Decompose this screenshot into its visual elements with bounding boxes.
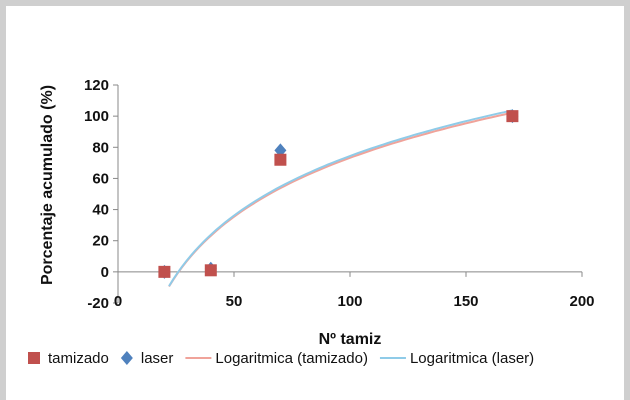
tamizado-data-point [506, 110, 519, 123]
trendline-logaritmica-laser- [168, 109, 513, 287]
legend: tamizado laser Logaritmica (tamizado) Logar… [28, 350, 534, 367]
tamizado-data-point [204, 264, 217, 277]
x-axis-label: Nº tamiz [319, 331, 382, 348]
tamizado-data-point [158, 265, 171, 278]
trendline-logaritmica-tamizado- [168, 111, 513, 288]
y-tick-label: 0 [101, 264, 109, 281]
legend-label: laser [141, 350, 174, 367]
x-tick-label: 200 [569, 293, 594, 310]
series-layer [158, 109, 519, 288]
legend-tamizado-marker [28, 352, 40, 364]
y-tick-label: 60 [92, 170, 109, 187]
y-axis-label: Porcentaje acumulado (%) [39, 85, 56, 285]
y-tick-label: 120 [84, 77, 109, 94]
y-tick-label: -20 [87, 295, 109, 312]
x-axis-ticks: 0 50 100 150 200 [114, 271, 595, 310]
tamizado-data-point [274, 153, 287, 166]
x-tick-label: 50 [226, 293, 243, 310]
legend-laser-marker [120, 351, 133, 365]
legend-label: Logaritmica (tamizado) [215, 350, 368, 367]
x-tick-label: 100 [337, 293, 362, 310]
y-tick-label: 20 [92, 233, 109, 250]
y-tick-label: 100 [84, 108, 109, 125]
legend-label: tamizado [48, 350, 109, 367]
y-tick-label: 40 [92, 202, 109, 219]
y-tick-label: 80 [92, 139, 109, 156]
legend-label: Logaritmica (laser) [410, 350, 534, 367]
x-tick-label: 150 [453, 293, 478, 310]
y-axis-ticks: -20 0 20 40 60 80 100 120 [84, 77, 118, 312]
x-tick-label: 0 [114, 293, 122, 310]
